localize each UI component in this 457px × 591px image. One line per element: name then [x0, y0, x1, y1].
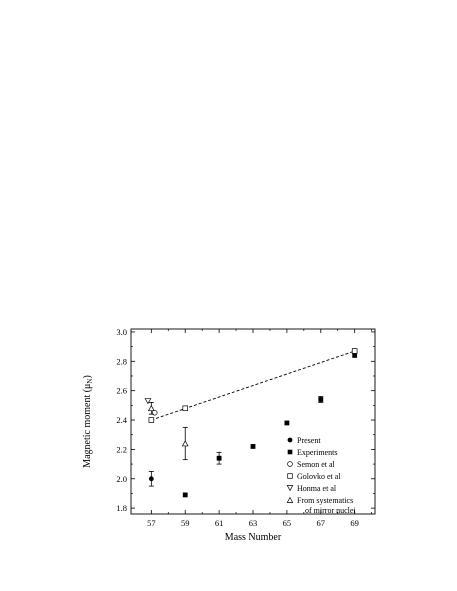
y-tick-label: 3.0 — [116, 327, 127, 337]
x-tick-label: 67 — [317, 518, 326, 528]
legend-marker-experiments — [287, 449, 293, 455]
x-tick-label: 69 — [350, 518, 359, 528]
point-systematics — [181, 440, 189, 447]
point-golovko — [351, 348, 358, 354]
legend-marker-honma — [286, 485, 294, 492]
legend-marker-golovko — [287, 473, 293, 479]
x-tick-label: 59 — [181, 518, 190, 528]
y-tick-label: 2.4 — [116, 415, 127, 425]
legend-label-systematics: From systematics — [297, 496, 353, 505]
point-experiment — [318, 397, 324, 402]
y-tick-label: 2.0 — [116, 474, 127, 484]
legend-marker-semon — [287, 461, 293, 467]
point-experiment — [250, 444, 256, 449]
x-axis-label: Mass Number — [225, 532, 282, 543]
legend-marker-systematics — [286, 496, 294, 503]
data-marks — [144, 348, 358, 498]
y-tick-label: 2.6 — [116, 386, 127, 396]
x-tick-label: 65 — [283, 518, 292, 528]
axis-ticks: 57 59 61 63 65 67 69 1.8 2.0 2.2 2.4 2.6 2.8 3.0 — [116, 327, 375, 528]
y-tick-label: 1.8 — [116, 503, 127, 513]
legend: Present Experiments Semon et al Golovko … — [286, 436, 356, 515]
legend-label-semon: Semon et al — [297, 460, 336, 469]
legend-label-systematics-line2: of mirror nuclei — [305, 506, 356, 515]
point-experiment — [284, 420, 290, 426]
legend-label-golovko: Golovko et al — [297, 472, 341, 481]
trend-line — [151, 350, 355, 421]
legend-marker-present — [287, 437, 293, 443]
y-tick-label: 2.2 — [116, 444, 127, 454]
point-systematics — [147, 404, 155, 412]
x-tick-label: 61 — [215, 518, 224, 528]
point-golovko — [148, 417, 155, 423]
legend-label-experiments: Experiments — [297, 448, 337, 457]
trend-line-segment — [151, 350, 355, 421]
point-present — [148, 476, 154, 482]
legend-label-present: Present — [297, 436, 321, 445]
x-tick-label: 57 — [147, 518, 156, 528]
point-experiment — [182, 492, 188, 498]
x-tick-label: 63 — [249, 518, 258, 528]
y-tick-label: 2.8 — [116, 356, 127, 366]
legend-label-honma: Honma et al — [297, 484, 337, 493]
point-honma — [144, 398, 152, 405]
point-experiment — [352, 353, 358, 358]
point-experiment — [216, 455, 222, 461]
point-golovko — [182, 405, 188, 412]
y-axis-label: Magnetic moment (μN) — [82, 375, 94, 468]
